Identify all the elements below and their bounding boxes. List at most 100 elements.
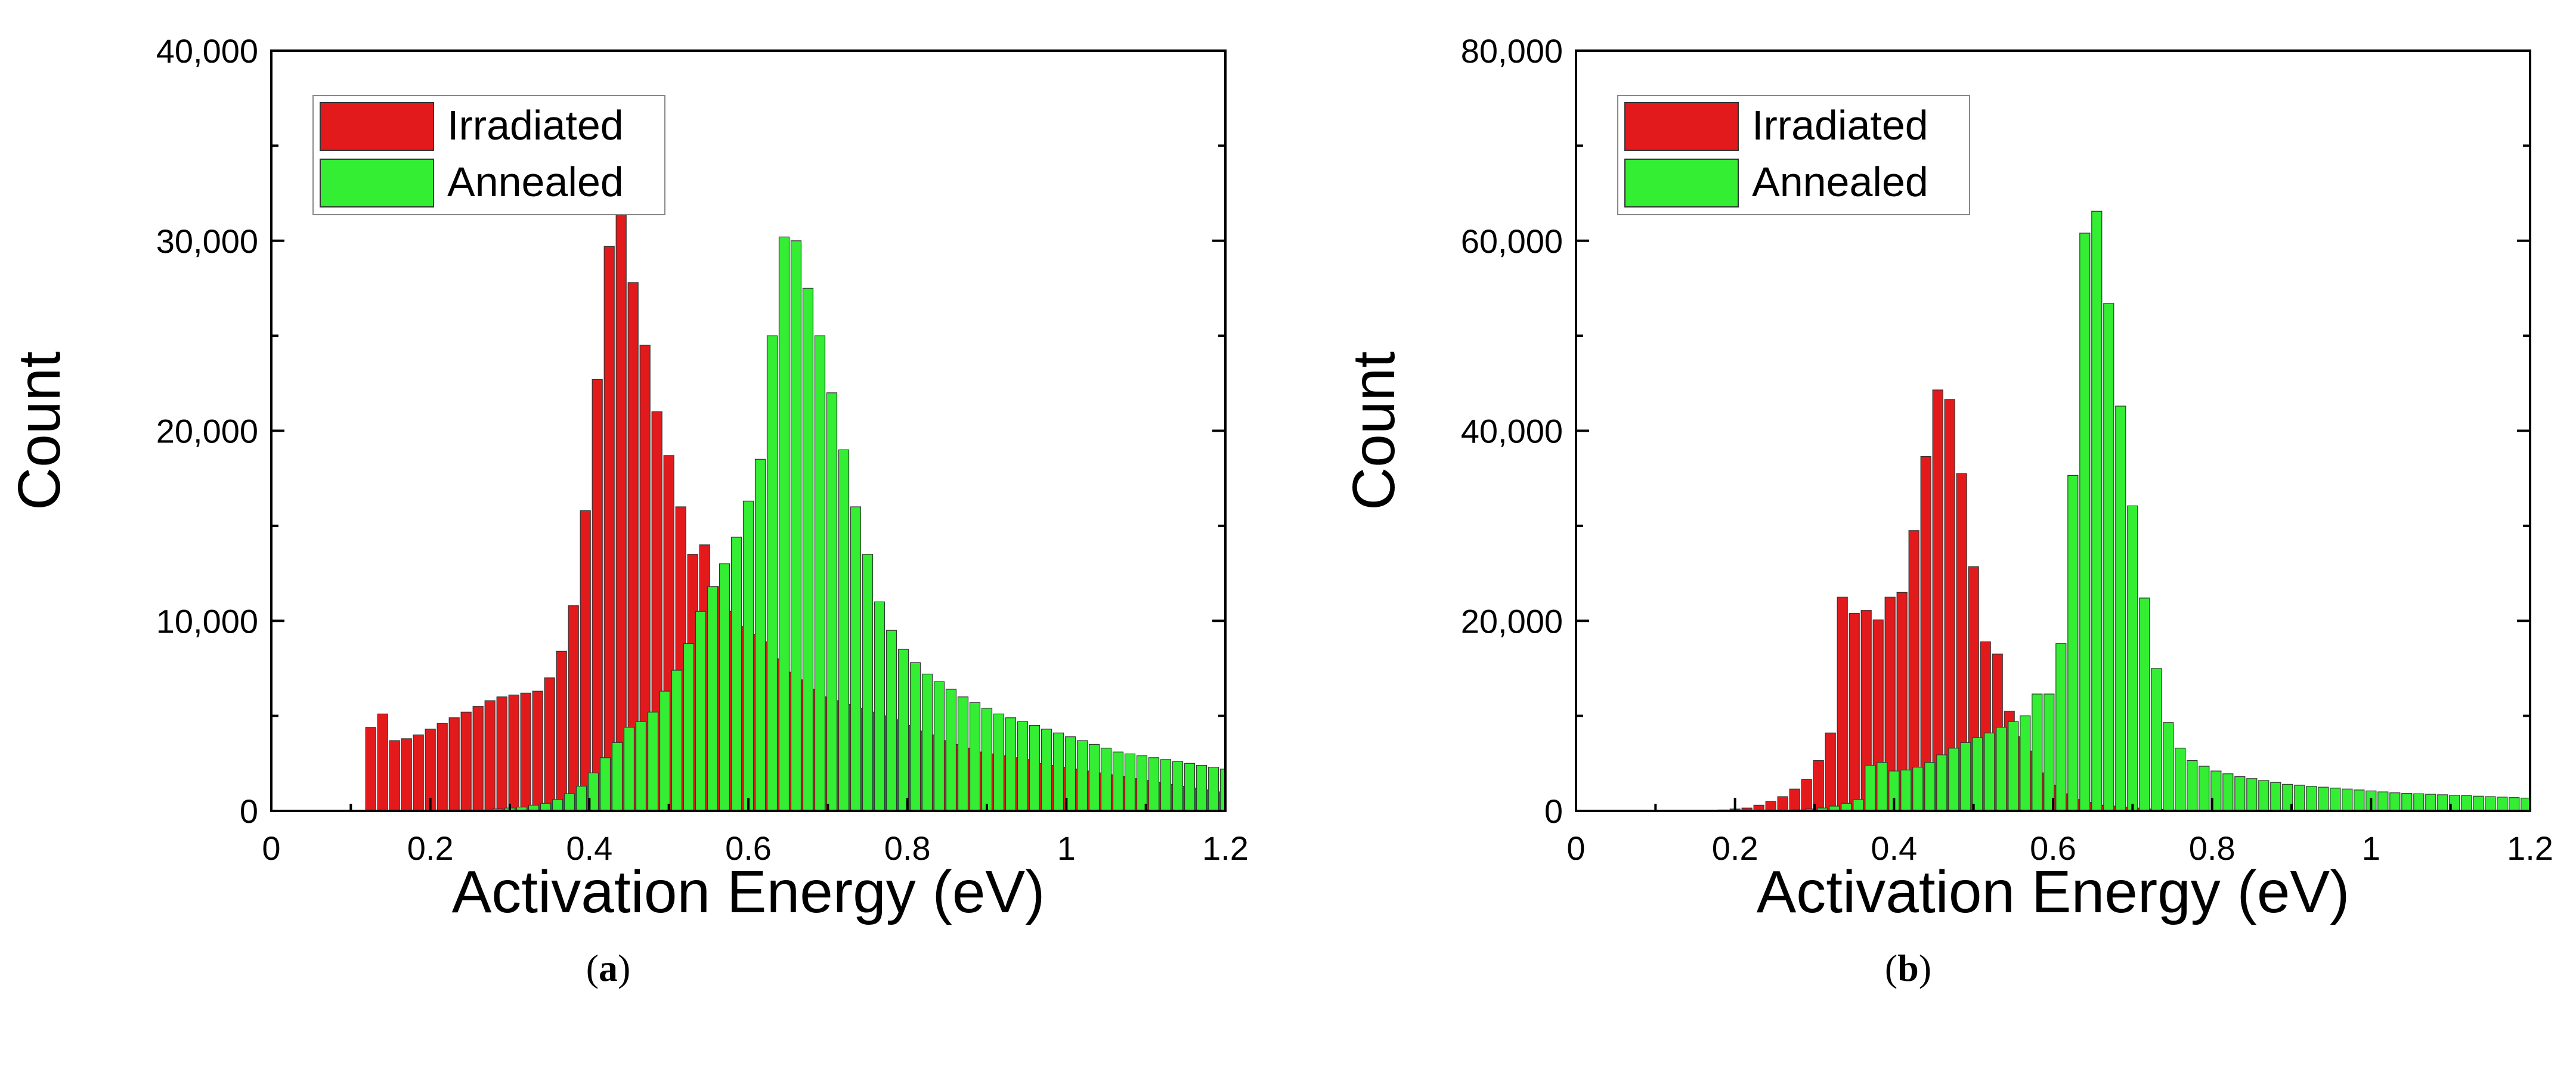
bar-annealed [1936, 754, 1948, 811]
bar-irradiated [365, 727, 376, 811]
chart-panel-b: 0 0.2 0.4 0.6 0.8 1 1.2 0 20,000 40,000 60,000 80,0… [1340, 32, 2553, 989]
bar-annealed [2258, 780, 2270, 811]
bar-annealed [2342, 788, 2353, 811]
bar-annealed [921, 673, 933, 811]
x-tick-label: 1 [1057, 829, 1076, 867]
x-axis-title: Activation Energy (eV) [1757, 859, 2350, 925]
bar-irradiated [389, 740, 400, 811]
bar-annealed [2246, 778, 2258, 811]
bar-annealed [552, 799, 564, 811]
bar-annealed [1841, 803, 1852, 811]
x-axis-title: Activation Energy (eV) [452, 859, 1045, 925]
bar-annealed [897, 649, 909, 811]
bar-annealed [2389, 792, 2401, 811]
bar-annealed [2425, 794, 2436, 811]
bar-annealed [1208, 767, 1219, 811]
panel-caption: (a) [586, 947, 631, 989]
bar-irradiated [484, 700, 496, 811]
y-tick-label: 60,000 [1461, 222, 1563, 260]
bar-irradiated [568, 605, 579, 811]
bar-annealed [1829, 806, 1840, 811]
bar-annealed [790, 240, 802, 811]
bar-annealed [2294, 785, 2305, 811]
bar-annealed [1029, 724, 1041, 811]
bar-annealed [945, 689, 957, 811]
bar-annealed [1948, 748, 1959, 811]
bar-annealed [528, 804, 540, 811]
bar-annealed [1088, 744, 1100, 811]
bar-annealed [730, 537, 742, 811]
legend-swatch-irradiated [320, 102, 434, 151]
series-irradiated [1717, 389, 2206, 811]
bar-annealed [2330, 788, 2341, 811]
bar-annealed [2103, 303, 2114, 811]
legend-label-irradiated: Irradiated [447, 102, 624, 148]
y-tick-label: 0 [1544, 792, 1563, 830]
panel-caption: (b) [1885, 947, 1931, 989]
y-axis-title: Count [1340, 351, 1407, 510]
bar-annealed [1184, 763, 1196, 811]
bar-annealed [1052, 732, 1064, 811]
bar-annealed [707, 586, 719, 811]
bar-annealed [766, 335, 778, 811]
bar-annealed [1160, 759, 1172, 811]
bar-annealed [826, 392, 838, 811]
bar-annealed [1148, 757, 1160, 811]
bar-annealed [2151, 668, 2162, 811]
bar-annealed [540, 803, 552, 811]
bar-irradiated [532, 690, 543, 811]
bar-annealed [2413, 793, 2425, 811]
x-tick-label: 0.2 [407, 829, 454, 867]
legend-label-annealed: Annealed [447, 159, 624, 205]
bar-annealed [2509, 797, 2520, 811]
legend-swatch-irradiated [1624, 102, 1739, 151]
bar-irradiated [460, 711, 472, 811]
legend-swatch-annealed [1624, 159, 1739, 207]
bar-annealed [635, 721, 647, 811]
bar-irradiated [556, 650, 567, 811]
bar-irradiated [1932, 389, 1943, 811]
bar-annealed [1196, 764, 1208, 811]
y-tick-label: 30,000 [156, 222, 258, 260]
bar-irradiated [1801, 779, 1812, 811]
bar-annealed [1112, 751, 1124, 811]
bar-annealed [993, 713, 1005, 811]
panel-caption-letter: b [1897, 947, 1919, 989]
y-tick-label: 20,000 [156, 413, 258, 450]
bar-annealed [599, 757, 611, 811]
bar-irradiated [544, 677, 555, 811]
bar-annealed [2377, 791, 2389, 811]
bar-irradiated [1884, 596, 1896, 811]
bar-annealed [1912, 767, 1924, 811]
bar-annealed [1877, 762, 1888, 811]
bar-irradiated [425, 729, 436, 811]
bar-annealed [2127, 505, 2138, 811]
bar-annealed [623, 727, 635, 811]
bar-irradiated [1944, 399, 1955, 811]
bar-annealed [647, 711, 659, 811]
bar-annealed [683, 643, 695, 811]
bar-irradiated [1956, 473, 1967, 811]
bar-annealed [909, 662, 921, 811]
bar-annealed [2079, 233, 2091, 811]
x-tick-label: 0.2 [1712, 829, 1758, 867]
bar-annealed [2175, 748, 2186, 811]
bar-irradiated [472, 706, 484, 811]
bar-annealed [2115, 405, 2126, 811]
bar-annealed [850, 506, 862, 811]
bar-irradiated [603, 246, 615, 811]
bar-irradiated [1896, 591, 1908, 811]
x-tick-label: 1 [2362, 829, 2380, 867]
bar-irradiated [401, 738, 412, 811]
bar-annealed [2067, 475, 2079, 811]
bar-irradiated [520, 692, 531, 811]
bar-annealed [1124, 753, 1136, 811]
bar-irradiated [1825, 732, 1836, 811]
bar-irradiated [1753, 804, 1764, 811]
bar-annealed [886, 630, 897, 811]
x-tick-label: 0 [1566, 829, 1585, 867]
bar-annealed [575, 785, 587, 811]
bar-annealed [1136, 755, 1148, 811]
bar-annealed [2163, 722, 2174, 811]
